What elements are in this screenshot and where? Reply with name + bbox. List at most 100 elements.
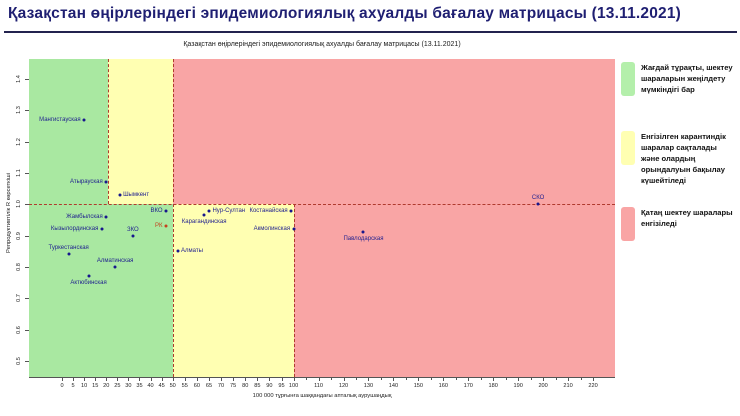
lower-yellow-red-boundary <box>293 204 295 377</box>
data-point-label: Кызылординская <box>50 226 99 233</box>
x-tick <box>518 377 520 381</box>
chart-title: Қазақстан өңірлеріндегі эпидемиологиялық… <box>183 41 461 48</box>
data-point-label: Атырауская <box>69 179 103 186</box>
y-tick <box>25 110 29 112</box>
x-tick <box>73 377 75 381</box>
y-tick <box>25 79 29 81</box>
data-point <box>164 209 168 213</box>
y-tick <box>25 266 29 268</box>
y-tick-label: 1.1 <box>16 169 22 177</box>
legend-label: Жағдай тұрақты, шектеу шараларын жеңілде… <box>641 63 733 94</box>
legend-swatch-yellow <box>621 131 635 165</box>
data-point <box>100 227 104 231</box>
x-tick-label: 220 <box>588 383 598 389</box>
y-tick-label: 1.0 <box>16 200 22 209</box>
legend-item-yellow: Енгізілген карантиндік шаралар сақталады… <box>621 131 737 186</box>
x-tick <box>172 377 174 381</box>
x-tick <box>184 377 186 381</box>
x-tick-label: 85 <box>254 383 261 389</box>
x-tick-minor <box>405 377 407 380</box>
data-point <box>104 180 108 184</box>
x-tick-label: 15 <box>92 383 99 389</box>
x-tick-label: 5 <box>71 383 75 389</box>
data-point <box>67 252 71 256</box>
x-tick <box>84 377 86 381</box>
x-tick <box>269 377 271 381</box>
data-point <box>104 215 108 219</box>
x-tick <box>293 377 295 381</box>
data-point-label: Туркестанская <box>48 245 89 252</box>
x-tick-label: 35 <box>136 383 143 389</box>
yellow-red-boundary-50 <box>172 59 174 377</box>
data-point <box>292 227 296 231</box>
zone-legend: Жағдай тұрақты, шектеу шараларын жеңілде… <box>621 55 739 355</box>
y-tick <box>25 141 29 143</box>
x-tick-label: 160 <box>438 383 448 389</box>
x-tick-label: 60 <box>193 383 200 389</box>
data-point <box>113 265 117 269</box>
data-point-label: РК <box>155 223 163 230</box>
x-tick <box>208 377 210 381</box>
data-point <box>361 230 365 234</box>
x-tick-label: 120 <box>338 383 349 389</box>
x-tick-label: 40 <box>147 383 154 389</box>
x-tick <box>281 377 283 381</box>
title-underline <box>4 31 737 33</box>
x-tick-label: 200 <box>538 383 548 389</box>
x-tick-label: 180 <box>488 383 498 389</box>
x-tick <box>139 377 141 381</box>
data-point <box>536 202 540 206</box>
x-tick <box>318 377 320 381</box>
x-tick-label: 50 <box>169 383 176 389</box>
y-tick-label: 0.7 <box>16 294 22 303</box>
x-tick <box>233 377 235 381</box>
x-tick-label: 25 <box>114 383 121 389</box>
data-point-label: Алматы <box>181 248 203 255</box>
data-point-label: Нур-Султан <box>212 207 246 214</box>
x-tick-minor <box>306 377 308 380</box>
data-point-label: Мангистауская <box>39 116 81 123</box>
data-point <box>87 274 91 278</box>
legend-item-red: Қатаң шектеу шаралары енгізіледі <box>621 207 737 241</box>
y-tick-label: 1.2 <box>16 137 22 146</box>
x-tick <box>128 377 130 381</box>
x-tick-label: 210 <box>563 383 573 389</box>
x-tick-minor <box>480 377 482 380</box>
legend-swatch-red <box>621 207 635 241</box>
legend-label: Қатаң шектеу шаралары енгізіледі <box>641 208 733 228</box>
x-tick-minor <box>455 377 457 380</box>
data-point <box>207 209 211 213</box>
x-tick-label: 10 <box>81 383 88 389</box>
x-tick-label: 150 <box>413 383 424 389</box>
data-point-label: Шымкент <box>123 191 150 198</box>
r-threshold-line <box>29 204 615 206</box>
x-tick-label: 30 <box>125 383 132 389</box>
x-tick <box>150 377 152 381</box>
x-tick-label: 65 <box>205 383 213 389</box>
x-tick <box>257 377 259 381</box>
legend-swatch-green <box>621 62 635 96</box>
x-tick-label: 70 <box>217 383 225 389</box>
x-tick <box>593 377 595 381</box>
y-tick-label: 0.6 <box>16 325 22 334</box>
y-tick <box>25 235 29 237</box>
x-tick-label: 170 <box>463 383 473 389</box>
x-axis-line <box>29 377 615 378</box>
y-axis-title: Репродуктивтілік R көрсеткіші <box>6 173 12 253</box>
data-point <box>176 249 180 253</box>
x-tick-label: 0 <box>60 383 64 389</box>
x-tick-label: 90 <box>266 383 273 389</box>
x-tick-label: 45 <box>158 383 165 389</box>
x-tick-minor <box>580 377 582 380</box>
y-tick <box>25 204 29 206</box>
x-tick <box>196 377 198 381</box>
data-point <box>131 234 135 238</box>
y-tick-label: 1.3 <box>16 106 22 115</box>
y-tick-label: 1.4 <box>16 75 22 83</box>
legend-item-green: Жағдай тұрақты, шектеу шараларын жеңілде… <box>621 62 737 96</box>
zone-red-upper <box>172 59 615 205</box>
legend-label: Енгізілген карантиндік шаралар сақталады… <box>641 132 726 185</box>
data-point-label: ЗКО <box>126 226 139 233</box>
